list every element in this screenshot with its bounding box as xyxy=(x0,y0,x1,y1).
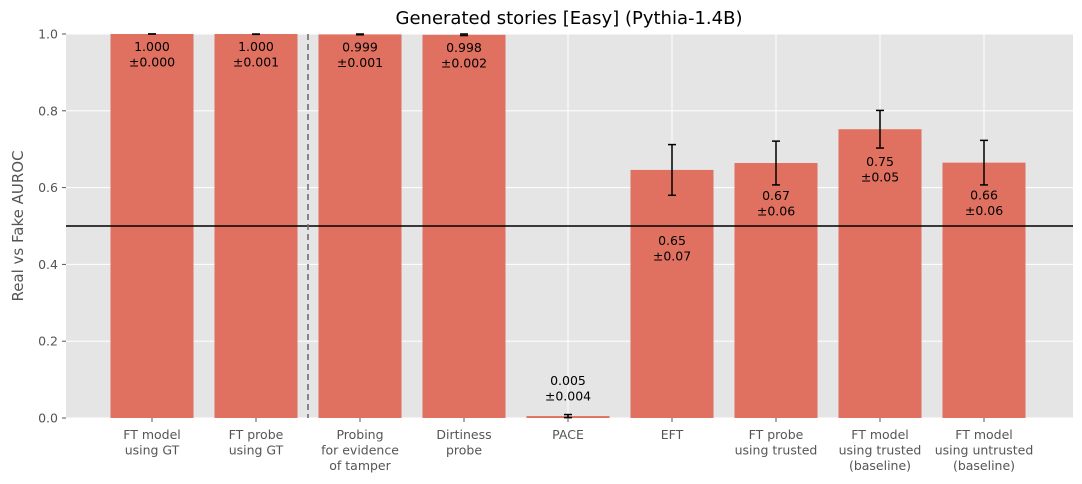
data-label: 0.65 xyxy=(658,233,686,248)
bar xyxy=(942,162,1026,418)
bar xyxy=(734,163,818,418)
x-tick-label: Probing xyxy=(336,427,383,442)
data-label: 1.000 xyxy=(238,39,274,54)
data-label: ±0.004 xyxy=(545,389,591,404)
x-tick-label: probe xyxy=(446,443,482,458)
data-label: ±0.05 xyxy=(861,170,899,185)
x-tick-label: using GT xyxy=(125,443,180,458)
x-tick-label: using trusted xyxy=(735,443,818,458)
x-tick-label: of tamper xyxy=(329,458,391,473)
bar xyxy=(630,169,714,418)
y-tick-label: 0.2 xyxy=(38,334,58,349)
x-tick-label: EFT xyxy=(661,427,684,442)
y-tick-label: 0.4 xyxy=(38,257,58,272)
x-tick-label: Dirtiness xyxy=(436,427,491,442)
data-label: 0.66 xyxy=(970,188,998,203)
y-tick-label: 0.0 xyxy=(38,411,58,426)
y-tick-label: 1.0 xyxy=(38,27,58,42)
error-bars xyxy=(148,33,988,419)
y-ticks: 0.0 0.2 0.4 0.6 0.8 1.0 xyxy=(38,27,66,426)
x-tick-label: PACE xyxy=(552,427,584,442)
y-axis-label: Real vs Fake AUROC xyxy=(9,150,27,301)
data-label: 1.000 xyxy=(134,39,170,54)
x-tick-label: using untrusted xyxy=(935,443,1034,458)
data-label: 0.75 xyxy=(866,154,894,169)
x-tick-label: FT probe xyxy=(229,427,284,442)
x-tick-label: FT model xyxy=(123,427,181,442)
data-label: ±0.06 xyxy=(965,203,1003,218)
x-tick-label: FT model xyxy=(955,427,1013,442)
chart-title: Generated stories [Easy] (Pythia-1.4B) xyxy=(396,8,743,29)
data-label: 0.67 xyxy=(762,188,790,203)
reference-lines xyxy=(66,34,1073,418)
data-label: 0.999 xyxy=(342,39,378,54)
x-tick-label: using trusted xyxy=(839,443,922,458)
x-tick-label: FT model xyxy=(851,427,909,442)
x-tick-label: (baseline) xyxy=(849,458,911,473)
x-tick-label: for evidence xyxy=(321,443,399,458)
data-label: ±0.001 xyxy=(337,55,383,70)
y-tick-label: 0.8 xyxy=(38,103,58,118)
y-tick-label: 0.6 xyxy=(38,180,58,195)
x-tick-label: using GT xyxy=(229,443,284,458)
bar xyxy=(838,129,922,418)
x-tick-label: (baseline) xyxy=(953,458,1015,473)
x-tick-label: FT probe xyxy=(749,427,804,442)
data-label: ±0.06 xyxy=(757,204,795,219)
data-label: ±0.002 xyxy=(441,55,487,70)
data-label: ±0.07 xyxy=(653,248,691,263)
data-label: 0.005 xyxy=(550,373,586,388)
data-label: 0.998 xyxy=(446,40,482,55)
data-label: ±0.001 xyxy=(233,55,279,70)
data-label: ±0.000 xyxy=(129,55,175,70)
data-labels: 1.000±0.0001.000±0.0010.999±0.0010.998±0… xyxy=(129,39,1003,404)
